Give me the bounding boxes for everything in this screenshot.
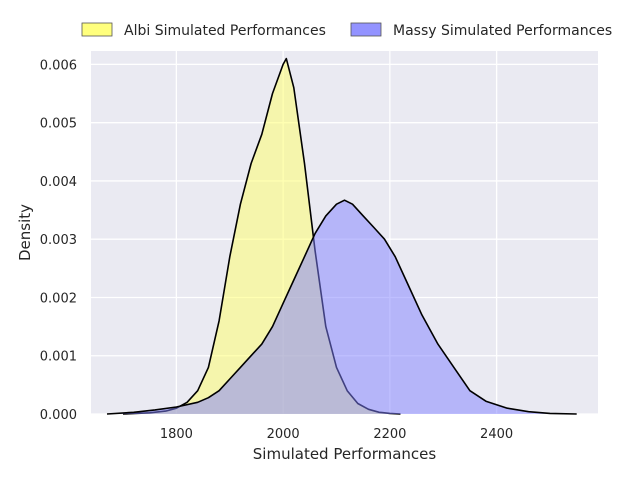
y-tick-label: 0.001 [40,350,77,365]
x-tick-label: 2400 [480,427,513,442]
density-fill-2 [107,200,577,414]
y-tick-label: 0.002 [40,291,77,306]
legend: Albi Simulated Performances Massy Simulat… [81,22,612,39]
x-tick-label: 2200 [373,427,406,442]
x-tick-label: 1800 [160,427,193,442]
y-tick-label: 0.004 [40,175,77,190]
tick-labels: 1800 2000 2200 2400 0.000 0.001 0.002 0.003 0.00… [40,58,513,442]
y-tick-label: 0.003 [40,233,77,248]
legend-swatch-2 [350,22,382,37]
legend-swatch-1 [81,22,113,37]
y-tick-label: 0.005 [40,117,77,132]
y-axis-label: Density [16,204,34,261]
y-tick-label: 0.000 [40,408,77,423]
y-tick-label: 0.006 [40,58,77,73]
x-tick-label: 2000 [267,427,300,442]
legend-label-1: Albi Simulated Performances [124,23,326,39]
density-areas [106,57,577,415]
density-fill-1 [123,58,401,414]
legend-label-2: Massy Simulated Performances [393,23,612,39]
density-line-2 [106,199,577,415]
x-axis-label: Simulated Performances [253,445,437,463]
